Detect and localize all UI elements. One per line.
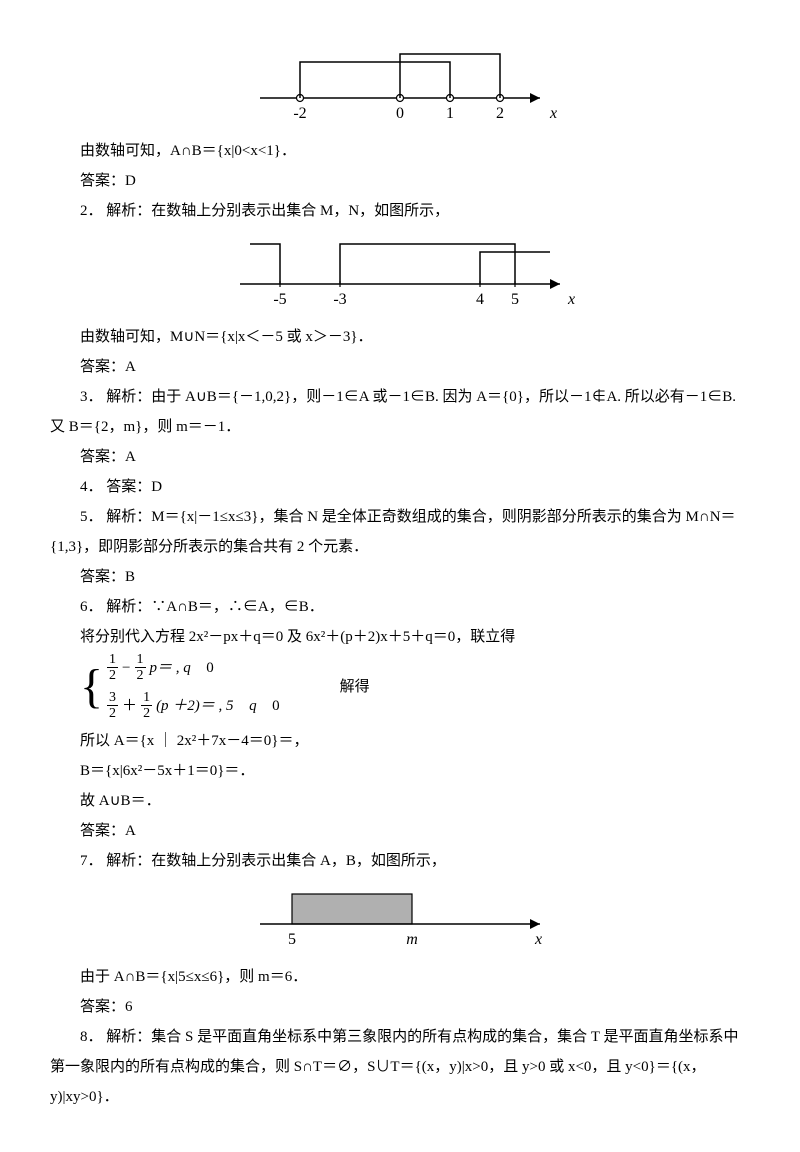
q6-line5: 故 A∪B＝． <box>50 786 750 816</box>
q3-answer: 答案：A <box>50 442 750 472</box>
svg-text:5: 5 <box>288 931 296 948</box>
q1-answer: 答案：D <box>50 166 750 196</box>
q6-eq1: 12 − 12 p＝ , q 0 <box>107 652 280 684</box>
svg-text:-3: -3 <box>333 291 346 308</box>
q5-text: 5． 解析：M＝{x|－1≤x≤3}，集合 N 是全体正奇数组成的集合，则阴影部… <box>50 502 750 562</box>
svg-text:x: x <box>534 931 542 948</box>
svg-text:0: 0 <box>396 105 404 122</box>
q6-line3: 所以 A＝{x ｜ 2x²＋7x－4＝0}＝， <box>50 726 750 756</box>
svg-text:x: x <box>549 105 557 122</box>
q1-conclusion: 由数轴可知，A∩B＝{x|0<x<1}． <box>50 136 750 166</box>
q2-intro: 2． 解析：在数轴上分别表示出集合 M，N，如图所示， <box>50 196 750 226</box>
q6-solve-label: 解得 <box>340 672 370 702</box>
svg-text:1: 1 <box>446 105 454 122</box>
q5-answer: 答案：B <box>50 562 750 592</box>
q8-text: 8． 解析：集合 S 是平面直角坐标系中第三象限内的所有点构成的集合，集合 T … <box>50 1022 750 1112</box>
q3-text: 3． 解析：由于 A∪B＝{－1,0,2}，则－1∈A 或－1∈B. 因为 A＝… <box>50 382 750 442</box>
svg-text:x: x <box>567 291 575 308</box>
q2-answer: 答案：A <box>50 352 750 382</box>
q6-line2: 将分别代入方程 2x²－px＋q＝0 及 6x²＋(p＋2)x＋5＋q＝0，联立… <box>50 622 750 652</box>
number-line-diagram-3: 5 m x <box>240 884 560 954</box>
q6-line1: 6． 解析：∵A∩B＝，∴∈A，∈B． <box>50 592 750 622</box>
svg-text:-5: -5 <box>273 291 286 308</box>
svg-text:5: 5 <box>511 291 519 308</box>
q6-answer: 答案：A <box>50 816 750 846</box>
q7-conclusion: 由于 A∩B＝{x|5≤x≤6}，则 m＝6． <box>50 962 750 992</box>
svg-text:m: m <box>406 931 418 948</box>
number-line-diagram-1: -2 0 1 2 x <box>240 48 560 128</box>
q2-conclusion: 由数轴可知，M∪N＝{x|x＜－5 或 x＞－3}． <box>50 322 750 352</box>
svg-text:2: 2 <box>496 105 504 122</box>
q4-answer: 4． 答案：D <box>50 472 750 502</box>
number-line-diagram-2: -5 -3 4 5 x <box>220 234 580 314</box>
q7-answer: 答案：6 <box>50 992 750 1022</box>
q6-eq2: 32 ＋ 12 (p ＋2)＝ , 5 q 0 <box>107 690 280 722</box>
svg-text:-2: -2 <box>293 105 306 122</box>
svg-text:4: 4 <box>476 291 484 308</box>
left-brace-icon: { <box>80 663 103 711</box>
q7-intro: 7． 解析：在数轴上分别表示出集合 A，B，如图所示， <box>50 846 750 876</box>
q6-equation-system: { 12 − 12 p＝ , q 0 32 ＋ 12 (p ＋2)＝ , 5 q… <box>80 652 750 722</box>
q6-line4: B＝{x|6x²－5x＋1＝0}＝． <box>50 756 750 786</box>
